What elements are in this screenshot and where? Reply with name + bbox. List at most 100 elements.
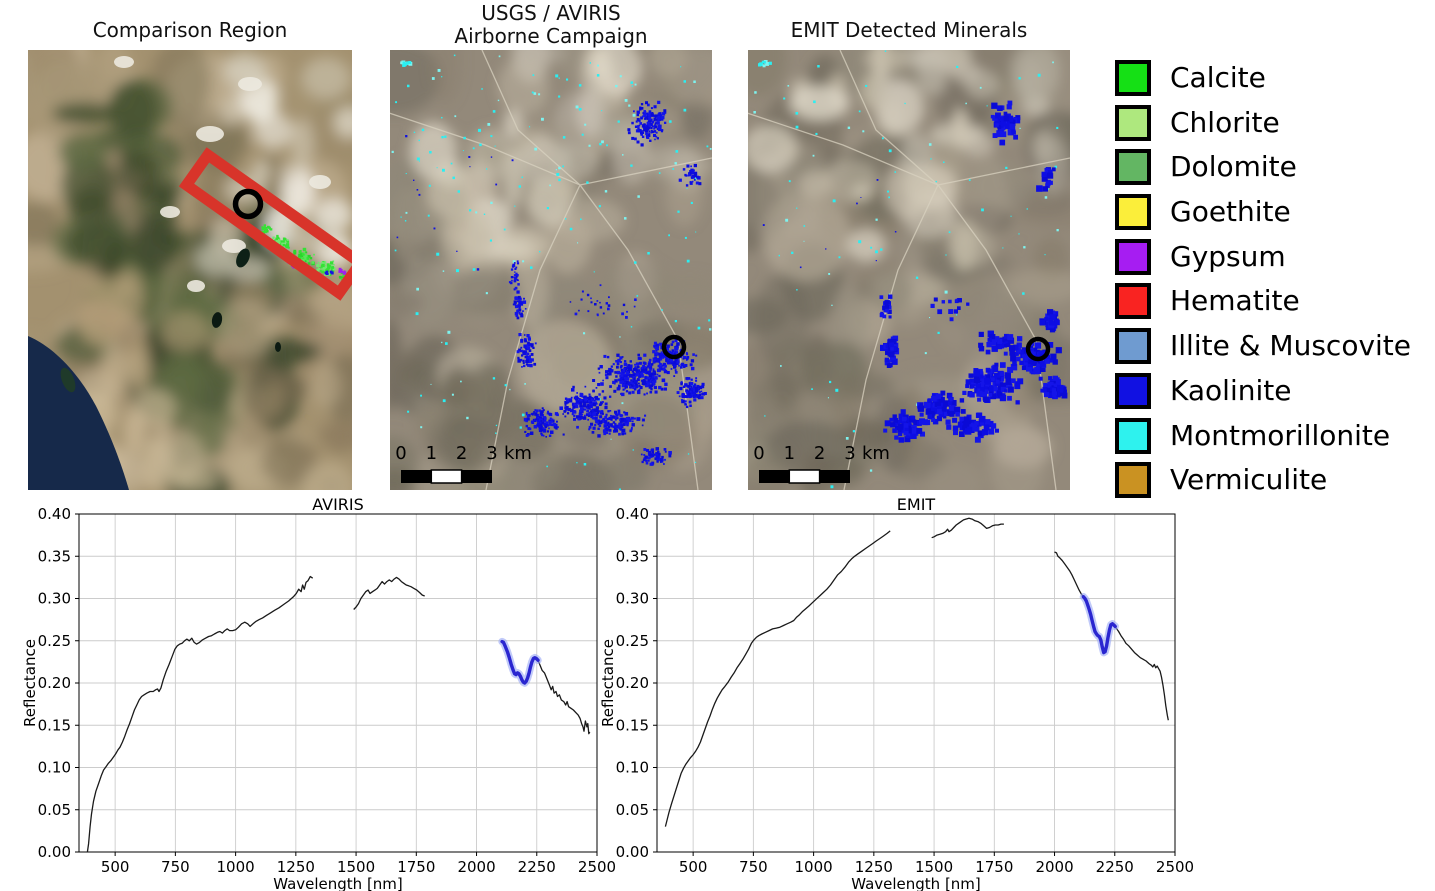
chart-title: EMIT: [897, 498, 936, 514]
svg-text:0.30: 0.30: [38, 590, 71, 608]
spectrum-line: [86, 575, 591, 853]
sample-location-marker: [1025, 336, 1051, 362]
svg-text:0.05: 0.05: [616, 801, 649, 819]
legend-swatch: [1115, 238, 1151, 275]
aviris-map-title-line1: USGS / AVIRIS: [481, 1, 621, 25]
svg-text:1750: 1750: [397, 858, 435, 876]
legend-label: Gypsum: [1170, 239, 1286, 273]
terrain-texture: [390, 50, 712, 490]
svg-text:1750: 1750: [975, 858, 1013, 876]
svg-text:1250: 1250: [855, 858, 893, 876]
aviris-map-title-line2: Airborne Campaign: [454, 24, 648, 48]
x-axis-label: Wavelength [nm]: [273, 875, 403, 891]
legend-label: Goethite: [1170, 195, 1291, 229]
svg-text:0.15: 0.15: [38, 716, 71, 734]
vnir-segment: [664, 530, 891, 827]
lakes: [211, 248, 281, 352]
legend-item-goethite: Goethite: [1115, 194, 1411, 231]
aviris-map-panel: 0 1 2 3 km: [390, 50, 712, 490]
svg-text:2250: 2250: [518, 858, 556, 876]
map-scalebar: 0 1 2 3 km: [753, 443, 890, 484]
legend-item-illite-muscovite: Illite & Muscovite: [1115, 328, 1412, 365]
legend-label: Vermiculite: [1170, 463, 1328, 497]
legend-item-hematite: Hematite: [1115, 283, 1411, 320]
svg-text:1: 1: [784, 443, 795, 464]
y-axis-label: Reflectance: [21, 639, 39, 727]
legend-item-gypsum: Gypsum: [1115, 238, 1411, 275]
svg-text:0.30: 0.30: [616, 590, 649, 608]
pacific-ocean: [28, 336, 129, 490]
montmorillonite-detections: [391, 54, 712, 490]
mineral-legend: Calcite Chlorite Dolomite Goethite Gypsum Hem…: [1115, 60, 1411, 507]
legend-swatch: [1115, 462, 1151, 499]
legend-swatch: [1115, 283, 1151, 320]
spectrum-line: [664, 517, 1169, 827]
swir2-segment: [501, 641, 591, 735]
emit-mineral-map: 0 1 2 3 km: [748, 50, 1070, 490]
vnir-segment: [86, 575, 314, 853]
montmorillonite-detections: [753, 50, 1059, 489]
svg-text:500: 500: [101, 858, 130, 876]
swir1-segment: [353, 576, 425, 610]
x-tick-labels: 500 750 1000 1250 1500 1750 2000 2250 2500: [679, 858, 1194, 876]
svg-text:1000: 1000: [217, 858, 255, 876]
kaolinite-absorption-feature: [1081, 595, 1117, 655]
emit-spectrum-chart: 500 750 1000 1250 1500 1750 2000 2250 25000.000.…: [600, 498, 1194, 891]
legend-item-kaolinite: Kaolinite: [1115, 372, 1411, 409]
svg-text:0.15: 0.15: [616, 716, 649, 734]
legend-swatch: [1115, 194, 1151, 231]
comparison-map-title: Comparison Region: [92, 18, 288, 42]
svg-text:500: 500: [679, 858, 708, 876]
legend-item-chlorite: Chlorite: [1115, 104, 1411, 141]
legend-label: Hematite: [1170, 284, 1300, 318]
legend-item-dolomite: Dolomite: [1115, 149, 1411, 186]
svg-text:km: km: [862, 443, 890, 464]
comparison-map-panel: [28, 50, 352, 490]
svg-text:2: 2: [456, 443, 467, 464]
x-tick-labels: 500 750 1000 1250 1500 1750 2000 2250 2500: [101, 858, 615, 876]
terrain-texture: [748, 50, 1070, 490]
roads: [748, 50, 1070, 490]
comparison-satellite-map: [28, 50, 352, 490]
y-tick-labels: 0.00 0.05 0.10 0.15 0.20 0.25 0.30 0.35 0.40: [38, 505, 71, 861]
svg-text:2000: 2000: [1035, 858, 1073, 876]
svg-text:2: 2: [814, 443, 825, 464]
svg-text:1000: 1000: [795, 858, 833, 876]
plot-border: [78, 513, 598, 853]
svg-text:1500: 1500: [915, 858, 953, 876]
aviris-swath-outline: [178, 147, 352, 301]
sample-location-marker: [661, 334, 687, 360]
map-scalebar: 0 1 2 3 km: [395, 443, 532, 484]
svg-text:1250: 1250: [277, 858, 315, 876]
svg-text:2250: 2250: [1096, 858, 1134, 876]
emit-map-title: EMIT Detected Minerals: [790, 18, 1028, 42]
svg-text:0.20: 0.20: [616, 674, 649, 692]
legend-label: Kaolinite: [1170, 373, 1292, 407]
svg-text:0.10: 0.10: [38, 759, 71, 777]
svg-text:0.25: 0.25: [616, 632, 649, 650]
svg-text:km: km: [504, 443, 532, 464]
swir1-segment: [931, 517, 1004, 539]
svg-text:0.10: 0.10: [616, 759, 649, 777]
svg-text:750: 750: [739, 858, 768, 876]
svg-text:0: 0: [395, 443, 406, 464]
svg-text:0.35: 0.35: [38, 547, 71, 565]
svg-text:750: 750: [161, 858, 190, 876]
axis-ticks: [653, 513, 1176, 856]
legend-label: Illite & Muscovite: [1170, 329, 1412, 363]
roads: [390, 50, 712, 490]
aviris-map-title: USGS / AVIRIS Airborne Campaign: [390, 2, 712, 48]
axis-ticks: [75, 513, 598, 856]
svg-text:0.00: 0.00: [38, 843, 71, 861]
svg-text:2500: 2500: [578, 858, 615, 876]
legend-item-vermiculite: Vermiculite: [1115, 462, 1411, 499]
aviris-spectrum-chart: 500 750 1000 1250 1500 1750 2000 2250 25000.000.…: [21, 498, 615, 891]
y-tick-labels: 0.00 0.05 0.10 0.15 0.20 0.25 0.30 0.35 0.40: [616, 505, 649, 861]
svg-text:3: 3: [486, 443, 497, 464]
svg-text:3: 3: [844, 443, 855, 464]
grid-lines: [657, 513, 1176, 853]
svg-text:0.05: 0.05: [38, 801, 71, 819]
svg-text:0.40: 0.40: [38, 505, 71, 523]
svg-text:2500: 2500: [1156, 858, 1194, 876]
